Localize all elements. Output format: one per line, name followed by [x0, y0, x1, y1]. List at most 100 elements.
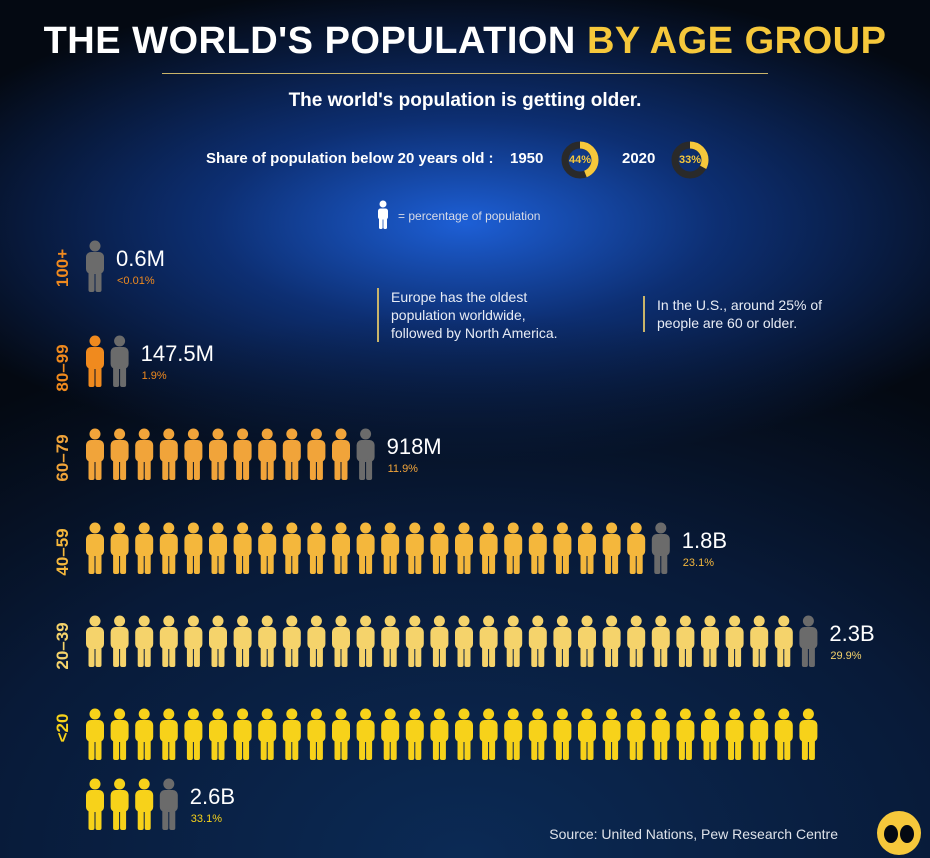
- person-icon: [627, 615, 646, 667]
- person-icon: [725, 615, 744, 667]
- person-icon: [528, 708, 547, 760]
- person-icon: [504, 522, 523, 574]
- person-icon: [504, 615, 523, 667]
- person-icon-partial: [110, 335, 129, 387]
- legend: = percentage of population: [376, 200, 540, 230]
- share-value: 29.9%: [830, 650, 861, 662]
- note-us-line: people are 60 or older.: [657, 315, 798, 331]
- share-value: <0.01%: [117, 275, 155, 287]
- note-europe: Europe has the oldest population worldwi…: [377, 288, 558, 342]
- person-icon: [479, 615, 498, 667]
- person-icon: [553, 708, 572, 760]
- person-icon: [479, 708, 498, 760]
- person-icon: [184, 428, 203, 480]
- person-icon: [233, 428, 252, 480]
- person-icon: [233, 708, 252, 760]
- population-value: 147.5M: [141, 341, 214, 366]
- person-icon: [86, 335, 104, 387]
- note-us: In the U.S., around 25% of people are 60…: [643, 296, 822, 332]
- person-icon: [455, 522, 473, 574]
- person-icon: [258, 615, 277, 667]
- person-icon: [578, 708, 596, 760]
- person-icon: [381, 522, 400, 574]
- person-icon: [135, 778, 154, 830]
- person-icon: [602, 615, 621, 667]
- person-icon: [282, 708, 301, 760]
- population-value: 0.6M: [116, 246, 165, 271]
- person-icon: [750, 615, 769, 667]
- person-icon: [135, 615, 154, 667]
- person-icon: [356, 708, 375, 760]
- source-note: Source: United Nations, Pew Research Cen…: [549, 826, 838, 842]
- person-icon: [750, 708, 769, 760]
- person-icon: [627, 522, 646, 574]
- person-icon: [381, 708, 400, 760]
- category-label: 100+: [53, 249, 72, 287]
- donut-1950: [561, 141, 599, 179]
- share-label: Share of population below 20 years old :: [206, 150, 494, 167]
- person-icon: [430, 522, 449, 574]
- note-europe-line: followed by North America.: [391, 325, 558, 341]
- person-icon: [602, 708, 621, 760]
- person-icon: [86, 428, 104, 480]
- title-divider: [162, 73, 768, 74]
- person-icon: [209, 428, 227, 480]
- person-icon: [528, 615, 547, 667]
- person-icon: [110, 428, 129, 480]
- person-icon: [258, 708, 277, 760]
- person-icon: [553, 522, 572, 574]
- person-icon: [332, 428, 350, 480]
- person-icon: [378, 200, 388, 229]
- person-icon: [307, 708, 326, 760]
- person-icon: [110, 778, 129, 830]
- person-icon: [676, 708, 695, 760]
- person-icon-partial: [651, 522, 670, 574]
- person-icon: [356, 522, 375, 574]
- share-year-1950: 1950: [510, 150, 544, 167]
- person-icon: [282, 428, 301, 480]
- person-icon: [159, 428, 178, 480]
- person-icon: [676, 615, 695, 667]
- category-label: <20: [53, 714, 72, 743]
- person-icon: [332, 615, 350, 667]
- title-main: THE WORLD'S POPULATION: [43, 20, 576, 62]
- title-highlight: BY AGE GROUP: [586, 20, 887, 62]
- person-icon: [701, 615, 719, 667]
- person-icon: [209, 522, 227, 574]
- person-icon: [405, 708, 424, 760]
- person-icon: [135, 708, 154, 760]
- person-icon: [86, 778, 104, 830]
- person-icon: [799, 708, 818, 760]
- person-icon-partial: [159, 778, 178, 830]
- person-icon: [627, 708, 646, 760]
- person-icon: [356, 615, 375, 667]
- title: THE WORLD'S POPULATION BY AGE GROUP: [0, 20, 930, 63]
- person-icon: [184, 708, 203, 760]
- person-icon: [455, 615, 473, 667]
- note-us-line: In the U.S., around 25% of: [657, 297, 822, 313]
- person-icon: [184, 615, 203, 667]
- person-icon: [233, 615, 252, 667]
- person-icon: [135, 428, 154, 480]
- person-icon-partial: [799, 615, 818, 667]
- person-icon: [405, 615, 424, 667]
- person-icon: [110, 522, 129, 574]
- person-icon: [405, 522, 424, 574]
- person-icon: [86, 708, 104, 760]
- population-value: 2.6B: [190, 784, 235, 809]
- person-icon: [159, 708, 178, 760]
- share-value: 23.1%: [683, 557, 714, 569]
- person-icon: [86, 615, 104, 667]
- share-value: 33.1%: [191, 813, 222, 825]
- person-icon: [258, 522, 277, 574]
- person-icon: [307, 428, 326, 480]
- share-row: Share of population below 20 years old :…: [0, 140, 930, 180]
- person-icon: [282, 615, 301, 667]
- person-icon: [258, 428, 277, 480]
- person-icon: [430, 708, 449, 760]
- person-icon: [159, 522, 178, 574]
- donut-2020: [671, 141, 709, 179]
- person-icon-partial: [86, 240, 104, 292]
- share-year-2020: 2020: [622, 150, 656, 167]
- category-label: 20–39: [53, 622, 72, 669]
